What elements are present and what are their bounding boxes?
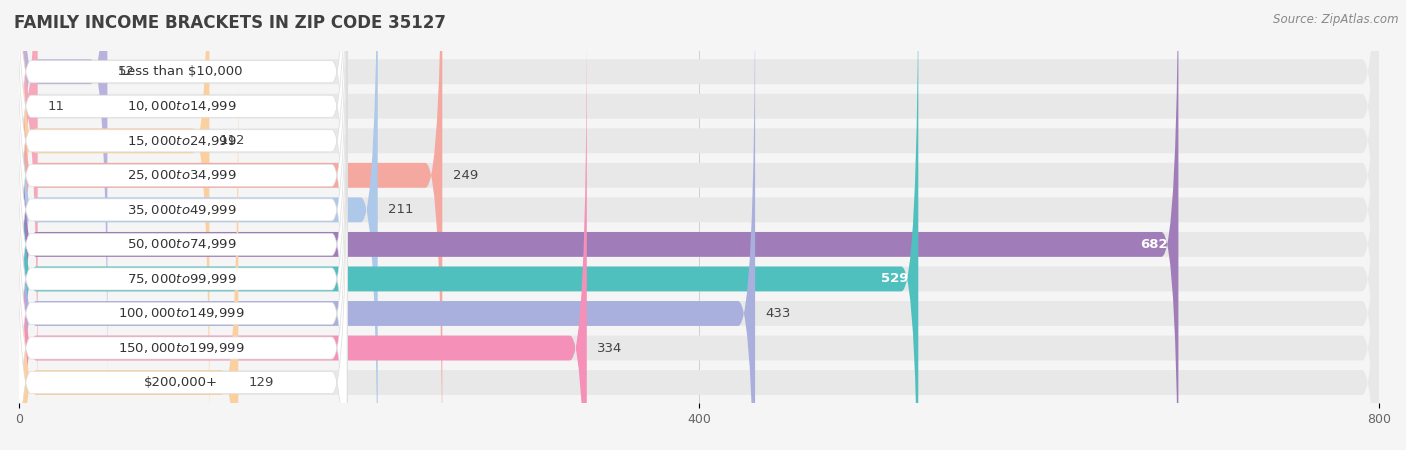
FancyBboxPatch shape [15,0,347,450]
Text: Source: ZipAtlas.com: Source: ZipAtlas.com [1274,14,1399,27]
Text: 334: 334 [598,342,623,355]
Text: $150,000 to $199,999: $150,000 to $199,999 [118,341,245,355]
Text: $35,000 to $49,999: $35,000 to $49,999 [127,203,236,217]
FancyBboxPatch shape [20,0,209,450]
Text: 52: 52 [118,65,135,78]
FancyBboxPatch shape [20,50,238,450]
FancyBboxPatch shape [15,0,347,450]
FancyBboxPatch shape [20,0,443,450]
Text: 682: 682 [1140,238,1168,251]
FancyBboxPatch shape [15,83,347,450]
Text: 211: 211 [388,203,413,216]
FancyBboxPatch shape [20,0,378,450]
FancyBboxPatch shape [20,0,1379,450]
Text: $75,000 to $99,999: $75,000 to $99,999 [127,272,236,286]
FancyBboxPatch shape [20,0,1379,450]
FancyBboxPatch shape [15,0,347,450]
FancyBboxPatch shape [20,0,1379,450]
FancyBboxPatch shape [20,0,755,450]
FancyBboxPatch shape [20,0,1178,450]
FancyBboxPatch shape [15,0,347,406]
Text: 249: 249 [453,169,478,182]
Text: $10,000 to $14,999: $10,000 to $14,999 [127,99,236,113]
Text: 433: 433 [765,307,790,320]
Text: 112: 112 [219,134,245,147]
FancyBboxPatch shape [20,15,1379,450]
FancyBboxPatch shape [15,0,347,441]
FancyBboxPatch shape [20,0,1379,439]
FancyBboxPatch shape [20,0,1379,450]
FancyBboxPatch shape [15,14,347,450]
Text: $100,000 to $149,999: $100,000 to $149,999 [118,306,245,320]
FancyBboxPatch shape [15,0,347,450]
Text: FAMILY INCOME BRACKETS IN ZIP CODE 35127: FAMILY INCOME BRACKETS IN ZIP CODE 35127 [14,14,446,32]
Text: 129: 129 [249,376,274,389]
FancyBboxPatch shape [15,48,347,450]
FancyBboxPatch shape [20,50,1379,450]
FancyBboxPatch shape [20,0,107,405]
Text: $25,000 to $34,999: $25,000 to $34,999 [127,168,236,182]
Text: 11: 11 [48,100,65,113]
Text: $15,000 to $24,999: $15,000 to $24,999 [127,134,236,148]
FancyBboxPatch shape [20,0,1379,450]
FancyBboxPatch shape [20,0,1379,450]
Text: 529: 529 [880,272,908,285]
FancyBboxPatch shape [20,0,38,439]
FancyBboxPatch shape [20,15,586,450]
Text: $50,000 to $74,999: $50,000 to $74,999 [127,238,236,252]
FancyBboxPatch shape [20,0,1379,405]
FancyBboxPatch shape [20,0,918,450]
Text: Less than $10,000: Less than $10,000 [120,65,243,78]
FancyBboxPatch shape [15,0,347,372]
Text: $200,000+: $200,000+ [145,376,218,389]
